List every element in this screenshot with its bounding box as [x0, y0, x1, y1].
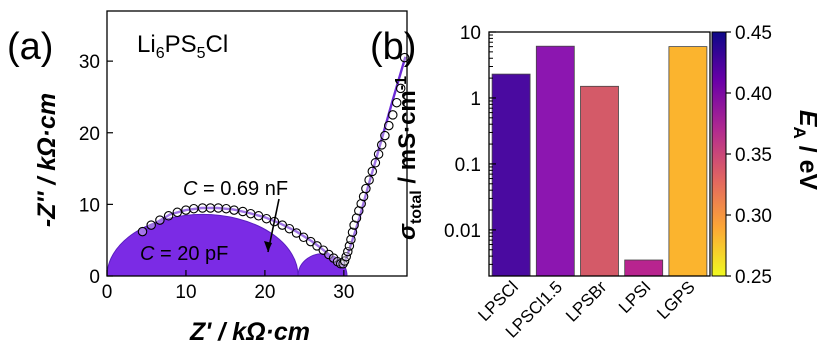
colorbar-tick-label: 0.40	[735, 84, 772, 105]
data-point	[388, 110, 398, 120]
data-point	[155, 215, 165, 225]
data-point	[291, 228, 302, 238]
data-point	[367, 166, 378, 177]
data-point	[146, 220, 156, 230]
y-tick-label: 10	[79, 195, 100, 216]
x-tick-label: 0	[102, 282, 113, 303]
data-point	[391, 97, 402, 108]
data-point	[298, 232, 309, 243]
data-point	[163, 211, 174, 221]
data-point	[172, 207, 183, 218]
data-point	[356, 198, 366, 209]
y-tick-label: 10	[460, 23, 481, 44]
data-point	[361, 183, 371, 194]
y-tick-label: 0	[89, 267, 100, 288]
panel-b-ylabel: σtotal / mS·cm-1	[393, 76, 425, 240]
data-point	[364, 175, 374, 185]
semicircle-fill-0	[107, 213, 299, 276]
data-point	[253, 211, 264, 221]
panel-a-frame	[106, 10, 408, 277]
colorbar-tick-label: 0.30	[735, 206, 772, 227]
x-category-label: LPSBr	[562, 277, 610, 325]
data-point	[238, 206, 248, 217]
y-tick-label: 0.1	[455, 155, 481, 176]
data-point	[373, 149, 384, 159]
data-point	[229, 205, 239, 215]
bar-lgps	[668, 46, 708, 277]
bar-lpscl	[491, 73, 531, 277]
data-point	[347, 227, 358, 238]
data-point	[137, 226, 148, 237]
y-tick-label: 0.01	[444, 221, 481, 242]
data-point	[343, 246, 353, 257]
bar-lpsbr	[580, 85, 619, 277]
bar-lpscl1-5	[535, 45, 575, 277]
colorbar-tick-label: 0.35	[735, 145, 772, 166]
y-tick-label: 1	[470, 89, 481, 110]
panel-a-xlabel: Z' / kΩ·cm	[189, 318, 310, 346]
annotation-arrowhead	[264, 241, 272, 252]
data-point	[205, 203, 216, 213]
y-tick-label: 20	[79, 124, 100, 145]
panel-b-frame	[488, 31, 711, 277]
data-point	[351, 213, 362, 223]
data-point	[346, 234, 356, 245]
annotation-0.69nF: C = 0.69 nF	[183, 178, 288, 200]
data-point	[189, 203, 199, 214]
colorbar-gradient	[711, 31, 727, 277]
panel-a-title: Li6PS5Cl	[137, 31, 228, 62]
data-point	[245, 208, 256, 219]
data-point	[221, 203, 231, 214]
data-point	[213, 203, 224, 213]
panel-b-label: (b)	[370, 26, 416, 68]
data-point	[380, 130, 390, 141]
x-tick-label: 20	[254, 282, 275, 303]
x-tick-label: 10	[175, 282, 196, 303]
data-point	[181, 205, 191, 215]
colorbar-label: EA / eV	[790, 110, 817, 191]
data-point	[370, 158, 381, 168]
data-point	[395, 83, 406, 94]
data-point	[341, 251, 351, 262]
x-tick-label: 30	[333, 282, 354, 303]
data-point	[376, 140, 387, 150]
bar-lpsi	[624, 259, 664, 277]
colorbar: 0.25 0.30 0.35 0.40 0.45	[711, 23, 772, 288]
data-point	[324, 249, 334, 260]
annotation-20pF: C = 20 pF	[140, 243, 228, 265]
y-tick-label: 30	[79, 52, 100, 73]
colorbar-tick-label: 0.25	[735, 267, 772, 288]
data-point	[354, 206, 364, 216]
panel-a-ylabel: -Z'' / kΩ·cm	[33, 93, 61, 227]
panel-a-label: (a)	[7, 26, 53, 68]
colorbar-tick-label: 0.45	[735, 23, 772, 44]
x-category-label: LGPS	[653, 277, 699, 323]
data-point	[384, 120, 394, 131]
data-point	[261, 213, 272, 224]
data-point	[284, 223, 295, 234]
data-point	[358, 191, 369, 202]
data-point	[349, 220, 359, 230]
panel-a-plot: 0 10 20 30 0 10 20 30	[79, 10, 410, 303]
x-category-label: LPSI	[615, 277, 654, 316]
data-point	[197, 203, 208, 213]
